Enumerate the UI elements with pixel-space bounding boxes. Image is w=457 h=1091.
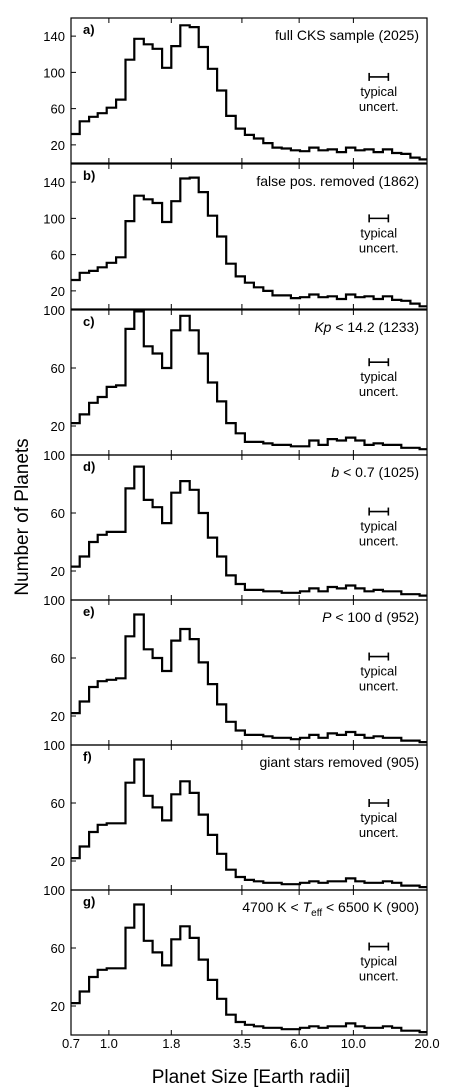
x-tick-label: 1.0 [100,1036,118,1051]
x-tick-label: 10.0 [341,1036,366,1051]
histogram-outline [71,903,427,1034]
panel-frame [70,17,428,164]
panel-title: P < 100 d (952) [322,609,419,625]
title-text: < 100 d (952) [331,609,419,625]
histogram-outline [71,465,427,597]
y-tick-label: 60 [51,506,65,521]
uncertainty-label: typical [360,954,397,969]
uncertainty-label: uncert. [359,825,399,840]
title-text: < 6500 K (900) [322,899,419,915]
uncertainty-label: typical [360,664,397,679]
uncertainty-label: typical [360,84,397,99]
x-tick-label: 1.8 [162,1036,180,1051]
panel-a: 20 60 100 140 a) full CKS sample (2025) typica… [43,17,428,164]
y-tick-label: 60 [51,941,65,956]
title-variable: Kp [314,319,331,335]
panel-title: full CKS sample (2025) [275,27,419,43]
title-variable: T [303,899,313,915]
chart-panels: 20 60 100 140 a) full CKS sample (2025) typica… [43,17,440,1051]
histogram-outline [71,310,427,451]
panel-frame [70,163,428,310]
y-tick-label: 60 [51,102,65,117]
uncertainty-label: uncert. [359,99,399,114]
panel-b: 20 60 100 140 b) false pos. removed (1862) typ… [43,163,428,310]
y-tick-label: 20 [51,709,65,724]
y-tick-label: 100 [43,65,65,80]
uncertainty-label: typical [360,810,397,825]
panel-label: f) [83,749,92,764]
panel-title: giant stars removed (905) [259,754,419,770]
x-axis-label: Planet Size [Earth radii] [152,1067,351,1088]
panel-label: c) [83,314,95,329]
histogram-outline [71,176,427,308]
y-axis-label: Number of Planets [12,438,33,595]
panel-title: b < 0.7 (1025) [331,464,419,480]
y-tick-label: 100 [43,883,65,898]
uncertainty-label: typical [360,225,397,240]
y-tick-label: 100 [43,448,65,463]
title-text: < 14.2 (1233) [331,319,419,335]
y-tick-label: 100 [43,593,65,608]
y-tick-label: 20 [51,564,65,579]
title-text: < 0.7 (1025) [339,464,419,480]
panel-title: false pos. removed (1862) [256,173,419,189]
uncertainty-label: uncert. [359,679,399,694]
uncertainty-label: typical [360,519,397,534]
uncertainty-label: uncert. [359,384,399,399]
panel-title: Kp < 14.2 (1233) [314,319,419,335]
y-tick-label: 60 [51,651,65,666]
uncertainty-label: uncert. [359,969,399,984]
title-variable: P [322,609,332,625]
x-tick-label: 3.5 [233,1036,251,1051]
y-tick-label: 100 [43,211,65,226]
y-tick-label: 20 [51,999,65,1014]
panel-f: 20 60 100 f) giant stars removed (905) typica… [43,738,428,891]
histogram-outline [71,613,427,744]
panel-frame [70,889,428,1036]
y-tick-label: 20 [51,854,65,869]
y-tick-label: 60 [51,248,65,263]
x-tick-label: 20.0 [414,1036,439,1051]
uncertainty-label: typical [360,369,397,384]
panel-label: e) [83,604,95,619]
panel-label: d) [83,459,95,474]
y-tick-label: 140 [43,175,65,190]
y-tick-label: 100 [43,738,65,753]
y-tick-label: 20 [51,419,65,434]
x-tick-label: 0.7 [62,1036,80,1051]
panel-label: a) [83,22,95,37]
title-variable: b [331,464,339,480]
histogram-outline [71,758,427,889]
y-tick-label: 100 [43,303,65,318]
y-tick-label: 20 [51,138,65,153]
title-subscript: eff [311,908,322,919]
title-text: 4700 K < [242,899,302,915]
panel-title: 4700 K < Teff < 6500 K (900) [242,899,419,919]
panel-label: g) [83,894,95,909]
uncertainty-label: uncert. [359,240,399,255]
y-tick-label: 20 [51,284,65,299]
y-tick-label: 60 [51,361,65,376]
panel-label: b) [83,168,95,183]
y-tick-label: 140 [43,29,65,44]
uncertainty-label: uncert. [359,534,399,549]
histogram-outline [71,24,427,161]
panel-g: 20 60 100 g) 4700 K < Teff < 6500 K (900) typ… [43,883,439,1051]
x-tick-label: 6.0 [290,1036,308,1051]
y-tick-label: 60 [51,796,65,811]
